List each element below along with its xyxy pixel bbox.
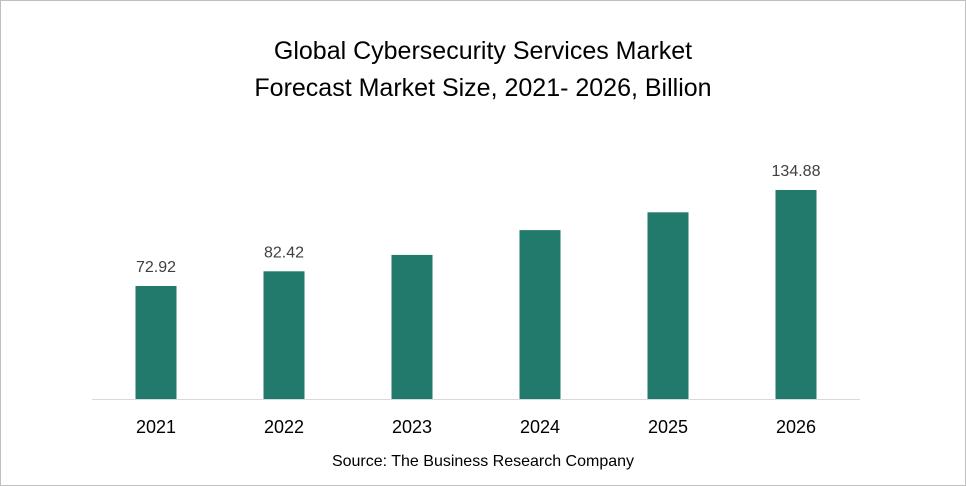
bar-2022 <box>263 271 305 399</box>
bar-2025 <box>647 212 689 399</box>
bar-group <box>135 190 817 399</box>
bar-2026 <box>775 190 817 399</box>
x-tick-label-2021: 2021 <box>136 417 176 437</box>
bar-2024 <box>519 230 561 399</box>
x-tick-label-2024: 2024 <box>520 417 560 437</box>
x-tick-label-2026: 2026 <box>776 417 816 437</box>
x-tick-label-2025: 2025 <box>648 417 688 437</box>
data-labels: 72.92 82.42 134.88 <box>136 163 821 276</box>
data-label-2026: 134.88 <box>772 163 821 180</box>
data-label-2021: 72.92 <box>136 259 176 276</box>
x-axis-ticks: 2021 2022 2023 2024 2025 2026 <box>136 417 816 437</box>
chart-title: Global Cybersecurity Services Market <box>273 37 693 65</box>
x-tick-label-2022: 2022 <box>264 417 304 437</box>
chart-subtitle: Forecast Market Size, 2021- 2026, Billio… <box>254 74 712 102</box>
source-note: Source: The Business Research Company <box>331 453 635 470</box>
bar-2021 <box>135 286 177 399</box>
bar-2023 <box>391 254 433 399</box>
data-label-2022: 82.42 <box>264 244 304 261</box>
x-tick-label-2023: 2023 <box>392 417 432 437</box>
